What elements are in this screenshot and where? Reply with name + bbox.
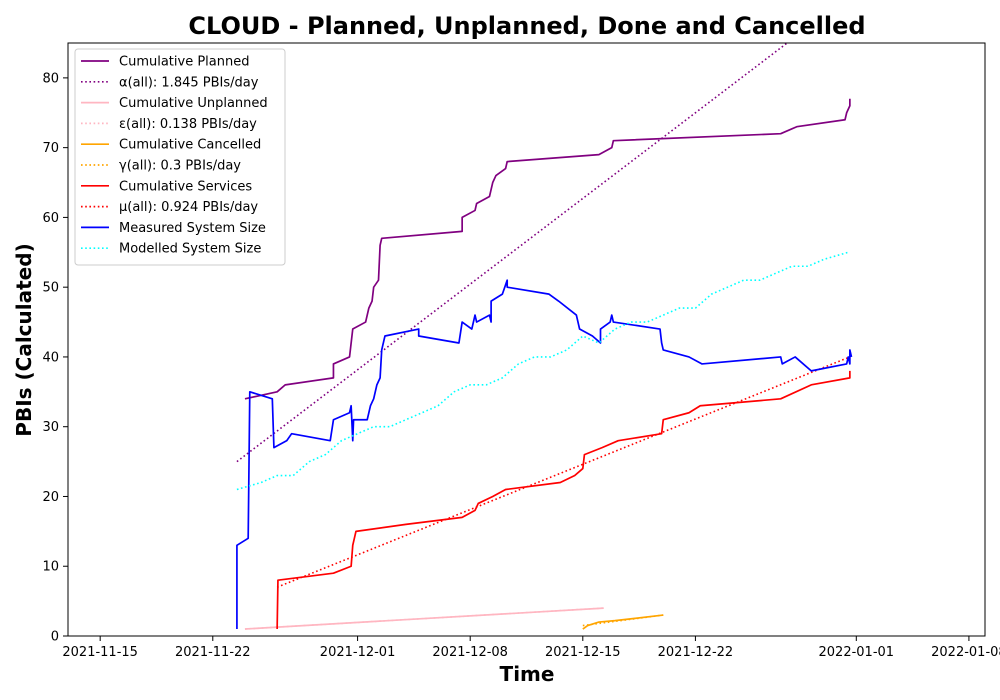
x-tick-label: 2021-12-15 (545, 645, 621, 660)
x-tick-label: 2022-01-01 (819, 645, 895, 660)
y-tick-label: 70 (42, 141, 59, 156)
series-line-3 (244, 607, 604, 630)
y-tick-label: 80 (42, 71, 59, 86)
series-line-10 (236, 251, 849, 491)
legend-label-6: γ(all): 0.3 PBIs/day (119, 159, 241, 174)
y-axis-title: PBIs (Calculated) (12, 243, 36, 436)
chart-title: CLOUD - Planned, Unplanned, Done and Can… (188, 12, 865, 40)
y-tick-label: 50 (42, 281, 59, 296)
series-line-2 (236, 43, 788, 463)
x-tick-label: 2021-12-01 (320, 645, 396, 660)
y-tick-label: 10 (42, 560, 59, 575)
x-tick-label: 2021-12-22 (658, 645, 734, 660)
axis-layer: 2021-11-15 2021-11-22 2021-12-01 2021-12-08… (42, 71, 1000, 660)
legend-label-8: μ(all): 0.924 PBIs/day (119, 200, 258, 215)
y-tick-label: 40 (42, 350, 59, 365)
series-line-9 (236, 279, 853, 630)
series-line-6 (582, 614, 664, 627)
y-tick-label: 60 (42, 211, 59, 226)
legend-label-3: Cumulative Unplanned (119, 96, 268, 111)
x-tick-label: 2021-12-08 (432, 645, 508, 660)
legend-label-2: α(all): 1.845 PBIs/day (119, 75, 259, 90)
plot-frame (67, 42, 986, 637)
series-line-1 (244, 98, 851, 400)
legend: Cumulative Planned α(all): 1.845 PBIs/day… (74, 48, 286, 266)
x-tick-label: 2021-11-15 (62, 645, 138, 660)
y-tick-label: 0 (51, 630, 59, 645)
legend-label-1: Cumulative Planned (119, 55, 249, 70)
legend-label-9: Measured System Size (119, 221, 266, 236)
series-line-8 (276, 356, 851, 588)
legend-label-7: Cumulative Services (119, 179, 252, 194)
y-tick-label: 20 (42, 490, 59, 505)
x-tick-label: 2022-01-08 (931, 645, 1000, 660)
legend-label-10: Modelled System Size (119, 242, 261, 257)
series-line-4 (244, 607, 604, 630)
series-line-7 (276, 370, 851, 630)
y-tick-label: 30 (42, 420, 59, 435)
legend-label-5: Cumulative Cancelled (119, 138, 261, 153)
series-line-5 (582, 614, 664, 630)
x-axis-title: Time (500, 662, 555, 686)
x-tick-label: 2021-11-22 (175, 645, 251, 660)
legend-label-4: ε(all): 0.138 PBIs/day (119, 117, 257, 132)
series-layer (236, 43, 853, 630)
legend-frame (74, 48, 286, 266)
